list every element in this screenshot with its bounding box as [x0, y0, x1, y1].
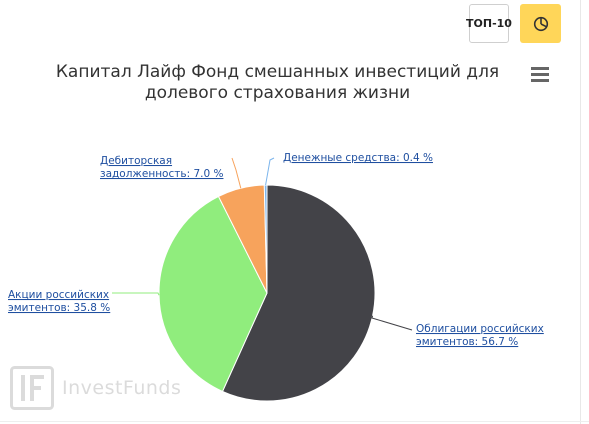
- connector-line-2: [231, 157, 242, 189]
- chart-title-line-2: долевого страхования жизни: [144, 83, 411, 103]
- hamburger-menu-icon[interactable]: [531, 67, 549, 83]
- pie-slice-1[interactable]: [158, 195, 268, 393]
- connector-line-0: [371, 315, 413, 331]
- chart-title-line-1: Капитал Лайф Фонд смешанных инвестиций д…: [55, 62, 500, 82]
- investfunds-watermark: InvestFunds: [10, 366, 181, 410]
- pie-chart-icon: [533, 16, 548, 31]
- data-label-1[interactable]: Акции российских эмитентов: 35.8 %: [8, 289, 110, 314]
- data-label-3[interactable]: Денежные средства: 0.4 %: [283, 152, 433, 164]
- connector-line-1: [112, 292, 160, 296]
- right-divider: [580, 0, 581, 424]
- top10-button[interactable]: ТОП-10: [466, 4, 512, 43]
- chart-title: Капитал Лайф Фонд смешанных инвестиций д…: [40, 62, 515, 104]
- bottom-divider: [0, 421, 589, 422]
- watermark-text: InvestFunds: [62, 377, 182, 399]
- pie-slice-0[interactable]: [221, 184, 376, 402]
- data-label-0[interactable]: Облигации российских эмитентов: 56.7 %: [416, 323, 544, 348]
- pie-view-button[interactable]: [520, 4, 561, 43]
- investfunds-logo-icon: [10, 366, 54, 410]
- data-label-2[interactable]: Дебиторская задолженность: 7.0 %: [100, 155, 223, 180]
- connector-line-3: [265, 157, 275, 186]
